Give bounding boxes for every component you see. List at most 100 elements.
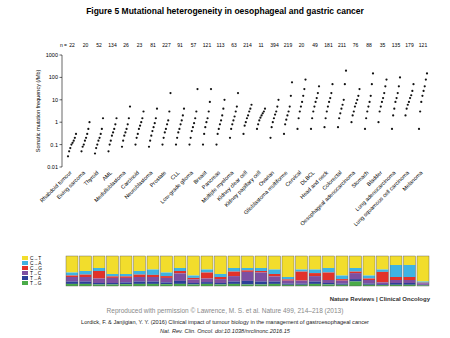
category-label: Glioblastoma multiforme — [243, 169, 289, 215]
point — [393, 108, 395, 110]
spectrum-segment — [309, 284, 321, 286]
spectrum-segment — [66, 282, 78, 284]
spectrum-segment — [120, 274, 132, 276]
point — [215, 144, 217, 146]
point — [196, 88, 198, 90]
point — [426, 72, 428, 74]
legend-swatch — [22, 256, 28, 260]
point — [178, 128, 180, 130]
spectrum-segment — [282, 279, 294, 280]
spectrum-segment — [201, 284, 213, 286]
n-value: 91 — [177, 42, 183, 48]
point — [235, 110, 237, 112]
spectrum-segment — [269, 270, 281, 275]
spectrum-segment — [93, 285, 105, 287]
spectrum-segment — [350, 273, 362, 279]
n-value: 88 — [366, 42, 372, 48]
point — [236, 105, 238, 107]
point — [326, 110, 328, 112]
point — [221, 114, 223, 116]
spectrum-segment — [161, 282, 173, 284]
point — [372, 72, 374, 74]
spectrum-segment — [66, 277, 78, 282]
point — [80, 150, 82, 152]
point — [85, 137, 87, 139]
spectrum-segment — [255, 268, 267, 271]
point — [223, 99, 225, 101]
point — [95, 147, 97, 149]
spectrum-segment — [147, 282, 159, 284]
spectrum-segment — [296, 284, 308, 285]
point — [134, 144, 136, 146]
point — [298, 117, 300, 119]
point — [204, 126, 206, 128]
point — [69, 147, 71, 149]
point — [122, 140, 124, 142]
n-value: 227 — [162, 42, 171, 48]
legend-swatch — [22, 281, 28, 285]
spectrum-segment — [147, 270, 159, 275]
spectrum-segment — [404, 277, 416, 280]
y-tick-label: 0.1 — [50, 142, 58, 148]
category-label: Ewing sarcoma — [55, 169, 86, 200]
spectrum-segment — [417, 282, 429, 284]
point — [107, 150, 109, 152]
point — [407, 104, 409, 106]
spectrum-box — [296, 256, 308, 286]
title: Figure 5 Mutational heterogeneity in oes… — [86, 6, 364, 16]
spectrum-segment — [404, 280, 416, 283]
point — [75, 133, 77, 135]
point — [263, 110, 265, 112]
spectrum-segment — [66, 284, 78, 286]
point — [242, 133, 244, 135]
point — [191, 130, 193, 132]
point — [110, 140, 112, 142]
y-tick — [60, 99, 63, 100]
spectrum-segment — [93, 256, 105, 268]
spectrum-segment — [336, 256, 348, 276]
spectrum-segment — [107, 278, 119, 283]
point — [195, 110, 197, 112]
spectrum-segment — [228, 268, 240, 272]
spectrum-segment — [296, 281, 308, 284]
spectrum-segment — [377, 256, 389, 270]
spectrum-segment — [363, 284, 375, 285]
point — [203, 133, 205, 135]
point — [98, 137, 100, 139]
point — [382, 97, 384, 99]
spectrum-segment — [80, 277, 92, 282]
y-tick-label: 0.01 — [47, 164, 58, 170]
point — [422, 90, 424, 92]
spectrum-segment — [296, 256, 308, 270]
spectrum-segment — [350, 268, 362, 272]
spectrum-box — [336, 256, 348, 286]
point — [183, 108, 185, 110]
y-tick — [60, 144, 63, 145]
spectrum-segment — [269, 274, 281, 276]
point — [283, 133, 285, 135]
spectrum-segment — [134, 256, 146, 271]
point — [344, 83, 346, 85]
spectrum-segment — [390, 283, 402, 285]
point — [411, 90, 413, 92]
point — [271, 126, 273, 128]
n-value: 22 — [69, 42, 75, 48]
spectrum-segment — [228, 276, 240, 281]
spectrum-segment — [120, 278, 132, 283]
spectrum-segment — [309, 273, 321, 276]
n-value: 26 — [123, 42, 129, 48]
point — [96, 144, 98, 146]
point — [193, 122, 195, 124]
y-tick-label: 1 — [55, 119, 58, 125]
point — [420, 101, 422, 103]
point — [421, 95, 423, 97]
spectrum-segment — [201, 282, 213, 284]
category-label: Cervical — [284, 169, 302, 187]
spectrum-segment — [296, 270, 308, 272]
spectrum-segment — [134, 282, 146, 284]
point — [358, 88, 360, 90]
spectrum-segment — [390, 265, 402, 277]
point — [409, 97, 411, 99]
spectrum-segment — [282, 281, 294, 284]
n-value: 179 — [405, 42, 414, 48]
